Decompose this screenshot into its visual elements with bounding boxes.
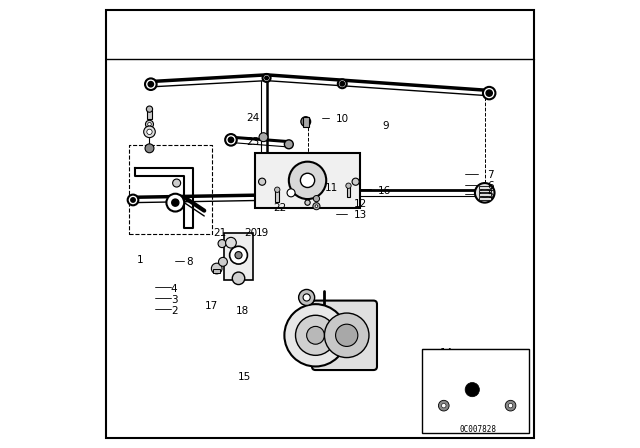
Circle shape [218,258,227,266]
Circle shape [340,82,344,86]
Circle shape [475,183,495,202]
Text: 6: 6 [487,181,493,191]
Circle shape [145,78,157,90]
Bar [147,111,152,119]
Circle shape [145,144,154,153]
Bar [213,269,220,273]
Text: 18: 18 [236,306,249,316]
Circle shape [131,198,135,202]
Bar [479,190,490,192]
Text: 19: 19 [255,228,269,238]
Bar [479,186,490,189]
Circle shape [218,240,226,248]
Text: 13: 13 [353,210,367,220]
Circle shape [148,82,154,87]
Bar [479,193,490,196]
Circle shape [508,404,513,408]
Circle shape [166,194,184,211]
Circle shape [480,188,489,197]
Text: 7: 7 [487,170,493,180]
Circle shape [284,304,347,366]
Text: 3: 3 [171,295,177,305]
Circle shape [173,179,180,187]
Circle shape [127,194,138,205]
Text: 2: 2 [171,306,177,316]
Text: 16: 16 [378,185,391,196]
Circle shape [346,183,351,188]
Circle shape [300,173,315,188]
Text: 21: 21 [213,228,227,238]
Circle shape [228,137,234,142]
Text: 23: 23 [246,137,260,146]
Circle shape [486,90,492,96]
Circle shape [287,189,295,197]
Circle shape [296,315,335,355]
Circle shape [505,401,516,411]
Text: 24: 24 [246,113,260,123]
Circle shape [299,289,315,306]
Circle shape [235,252,242,259]
Text: 10: 10 [335,114,349,125]
Circle shape [226,237,236,248]
Bar [479,197,490,199]
Text: 4: 4 [171,284,177,293]
Text: 17: 17 [204,302,218,311]
Circle shape [262,74,271,82]
Bar [422,349,529,433]
Circle shape [147,106,152,112]
Circle shape [259,133,268,142]
Circle shape [145,120,154,128]
Circle shape [211,263,222,274]
Circle shape [230,246,248,264]
Circle shape [172,199,179,206]
Text: 20: 20 [244,228,257,238]
Circle shape [335,324,358,346]
Circle shape [147,129,152,134]
Circle shape [259,178,266,185]
Circle shape [314,195,319,202]
Circle shape [352,178,359,185]
Circle shape [442,404,446,408]
Text: 15: 15 [237,372,251,382]
Text: 11: 11 [324,183,338,194]
Bar [275,190,279,202]
Circle shape [465,383,479,397]
Circle shape [305,200,310,205]
Bar [255,153,360,208]
Circle shape [148,122,151,126]
Circle shape [303,294,310,301]
Circle shape [225,134,237,146]
Circle shape [313,202,320,210]
Circle shape [232,272,244,284]
Text: 14: 14 [440,348,454,358]
Circle shape [144,126,156,138]
Text: 0C007828: 0C007828 [460,425,497,434]
Text: 1: 1 [136,254,143,265]
Circle shape [324,313,369,358]
Circle shape [307,327,324,344]
Circle shape [301,116,310,126]
FancyBboxPatch shape [312,301,377,370]
Bar [224,233,253,280]
Text: 5: 5 [487,190,493,200]
Circle shape [289,162,326,199]
Bar [347,187,350,197]
Circle shape [483,87,495,99]
Text: 9: 9 [382,121,389,131]
Circle shape [315,205,318,207]
Text: 22: 22 [273,203,287,213]
Bar [303,117,309,127]
Text: 8: 8 [186,257,193,267]
Circle shape [438,401,449,411]
Circle shape [284,140,293,149]
Circle shape [275,187,280,192]
Circle shape [338,79,347,88]
Circle shape [265,76,268,80]
Text: 12: 12 [353,199,367,209]
